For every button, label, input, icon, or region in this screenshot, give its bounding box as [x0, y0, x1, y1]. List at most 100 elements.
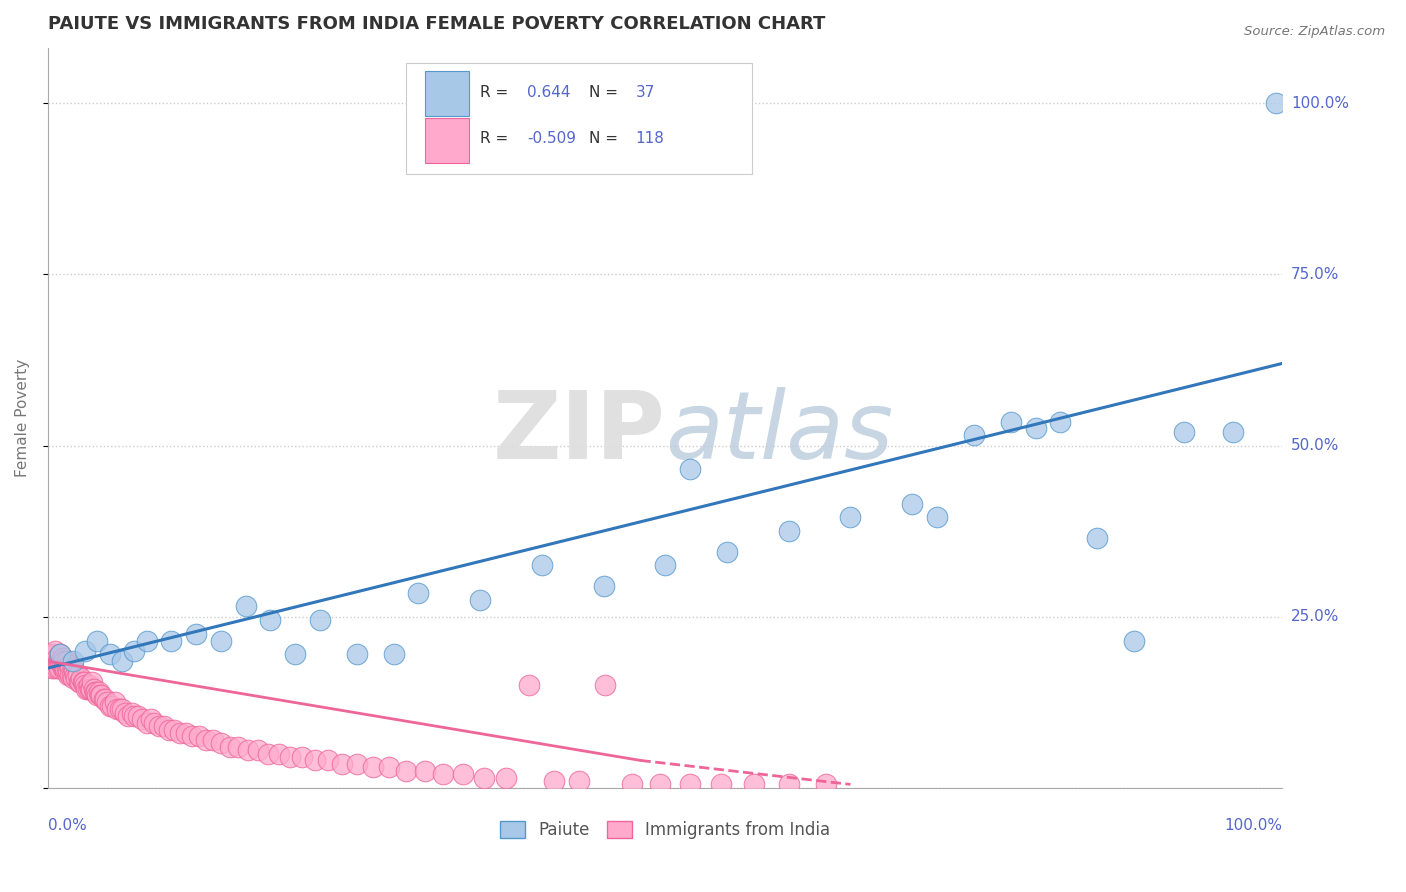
Point [62, 654, 84, 668]
Point [925, 510, 948, 524]
Point [202, 733, 225, 747]
Point [304, 754, 326, 768]
Point [83, 681, 105, 696]
Point [44, 654, 66, 668]
Point [495, 771, 517, 785]
Point [38, 648, 60, 662]
Point [256, 747, 278, 761]
Point [1025, 421, 1047, 435]
Point [124, 709, 146, 723]
Text: -0.509: -0.509 [527, 131, 576, 145]
Point [53, 665, 76, 679]
Point [1265, 96, 1288, 111]
Point [89, 689, 111, 703]
Legend: Paiute, Immigrants from India: Paiute, Immigrants from India [494, 814, 837, 846]
Point [195, 733, 218, 747]
Point [330, 756, 353, 771]
Point [108, 702, 131, 716]
Text: 25.0%: 25.0% [1291, 609, 1339, 624]
Point [121, 706, 143, 720]
Point [66, 668, 89, 682]
Point [41, 661, 63, 675]
Point [472, 771, 495, 785]
Point [44, 661, 66, 675]
Point [148, 719, 170, 733]
Point [60, 668, 83, 682]
Point [650, 777, 672, 791]
Point [86, 689, 108, 703]
Point [176, 726, 198, 740]
Point [48, 661, 70, 675]
Text: R =: R = [479, 131, 513, 145]
Point [46, 654, 69, 668]
Point [62, 661, 84, 675]
Point [839, 510, 862, 524]
Point [56, 668, 79, 682]
Point [186, 627, 208, 641]
Point [105, 702, 128, 716]
Point [63, 665, 86, 679]
Point [67, 674, 90, 689]
Point [413, 764, 436, 778]
Point [59, 661, 82, 675]
Point [42, 650, 65, 665]
Point [93, 691, 115, 706]
Point [1222, 425, 1244, 439]
Point [114, 706, 136, 720]
Point [814, 777, 837, 791]
Point [127, 709, 149, 723]
Point [226, 739, 249, 754]
Point [236, 743, 259, 757]
Point [468, 592, 491, 607]
Point [209, 633, 232, 648]
Point [84, 685, 107, 699]
Point [291, 750, 314, 764]
Point [451, 767, 474, 781]
FancyBboxPatch shape [425, 71, 470, 117]
Point [44, 644, 66, 658]
Text: atlas: atlas [665, 387, 894, 478]
Point [82, 674, 104, 689]
Point [48, 654, 70, 668]
Point [135, 715, 157, 730]
Point [361, 760, 384, 774]
Point [52, 661, 75, 675]
Point [1000, 415, 1022, 429]
Point [98, 698, 121, 713]
Point [143, 715, 166, 730]
Point [84, 685, 107, 699]
Point [710, 777, 733, 791]
Point [75, 681, 97, 696]
Point [169, 726, 191, 740]
Point [160, 633, 183, 648]
Point [87, 685, 110, 699]
Point [742, 777, 765, 791]
Point [101, 698, 124, 713]
Point [52, 650, 75, 665]
Point [1173, 425, 1195, 439]
Point [80, 681, 103, 696]
Point [432, 767, 454, 781]
Point [72, 674, 94, 689]
Point [135, 633, 157, 648]
Text: PAIUTE VS IMMIGRANTS FROM INDIA FEMALE POVERTY CORRELATION CHART: PAIUTE VS IMMIGRANTS FROM INDIA FEMALE P… [48, 15, 825, 33]
Point [593, 678, 616, 692]
Point [55, 654, 77, 668]
Point [124, 644, 146, 658]
Point [63, 668, 86, 682]
FancyBboxPatch shape [425, 118, 470, 162]
Text: 75.0%: 75.0% [1291, 267, 1339, 282]
Point [56, 665, 79, 679]
Point [181, 730, 204, 744]
Point [59, 668, 82, 682]
Point [77, 678, 100, 692]
Point [45, 661, 67, 675]
Point [58, 657, 80, 672]
Point [46, 657, 69, 672]
Point [259, 613, 281, 627]
Point [96, 695, 118, 709]
Point [519, 678, 541, 692]
Point [157, 723, 180, 737]
Point [75, 678, 97, 692]
Point [187, 730, 209, 744]
